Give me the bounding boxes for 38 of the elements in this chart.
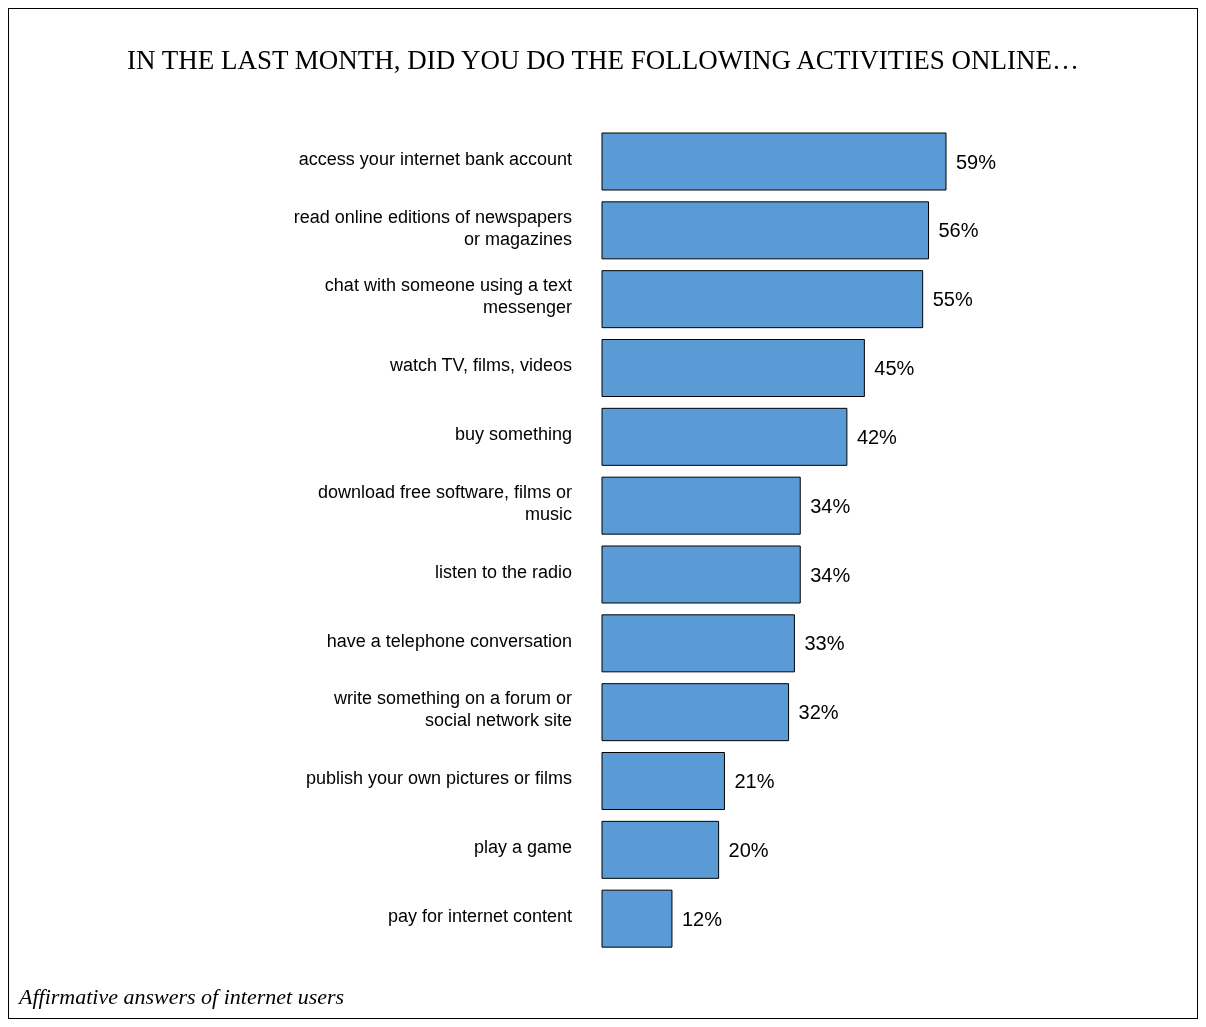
y-tick-label: chat with someone using a text messenger	[324, 275, 572, 318]
bar	[601, 201, 930, 260]
y-tick-label: listen to the radio	[434, 561, 572, 582]
y-tick-label: publish your own pictures or films	[305, 768, 572, 789]
data-label: 55%	[932, 288, 973, 311]
bar	[601, 476, 801, 535]
y-tick-label: have a telephone conversation	[326, 630, 572, 651]
y-tick-label: download free software, films or music	[317, 481, 573, 524]
data-label: 21%	[734, 770, 775, 793]
data-label: 12%	[681, 907, 723, 930]
data-label: 20%	[728, 838, 769, 861]
y-tick-label: pay for internet content	[387, 905, 572, 926]
data-label: 45%	[874, 357, 915, 380]
text: Affirmative answers of internet users	[19, 984, 345, 1010]
bar	[601, 614, 795, 673]
bar	[601, 270, 924, 329]
bar	[601, 132, 947, 191]
bar	[601, 683, 790, 742]
bar	[601, 889, 673, 948]
bar	[601, 407, 848, 466]
data-label: 34%	[810, 494, 851, 517]
bar	[601, 545, 801, 604]
data-label: 56%	[938, 219, 979, 242]
y-tick-label: play a game	[473, 837, 572, 858]
y-tick-label: access your internet bank account	[298, 148, 572, 169]
data-label: 34%	[810, 563, 851, 586]
y-tick-label: write something on a forum or social network site	[332, 688, 572, 731]
data-label: 59%	[956, 150, 997, 173]
data-label: 33%	[804, 632, 845, 655]
bar	[601, 339, 865, 397]
bar	[601, 820, 720, 879]
data-label: 32%	[798, 701, 839, 724]
y-tick-label: read online editions of newspapers or magazines	[293, 206, 572, 249]
y-tick-label: buy something	[454, 424, 572, 445]
chart-title: IN THE LAST MONTH, DID YOU DO THE FOLLOWING ACTIVITIES ONLINE…	[125, 45, 1081, 76]
y-tick-label: watch TV, films, videos	[388, 355, 572, 376]
data-label: 42%	[856, 425, 898, 448]
bar	[601, 752, 725, 810]
